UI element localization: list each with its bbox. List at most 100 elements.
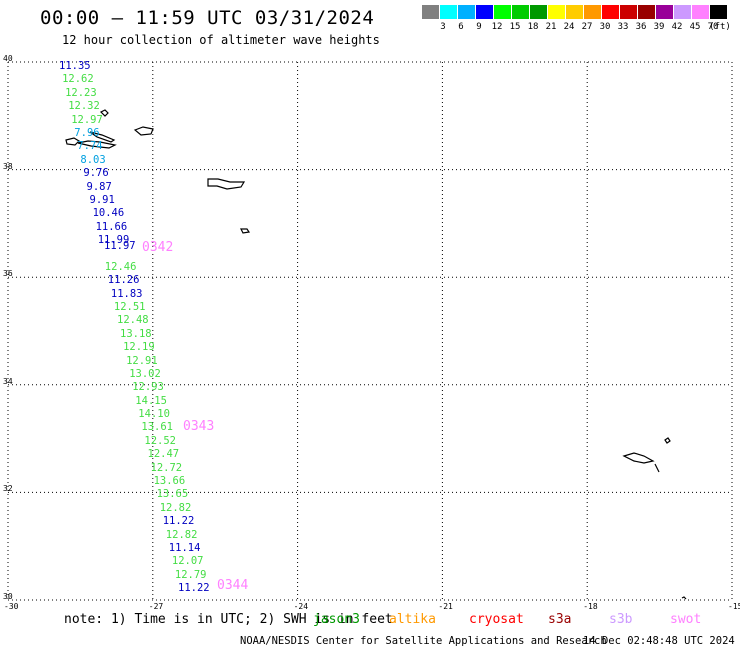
wave-height-label: 12.52 (144, 434, 176, 447)
wave-height-label: 11.99 (97, 234, 130, 246)
satellite-altika: altika (389, 612, 436, 627)
credit-text: NOAA/NESDIS Center for Satellite Applica… (240, 635, 607, 647)
wave-height-label: 7.74 (77, 140, 103, 153)
wave-height-label: 12.23 (65, 86, 97, 99)
legend-swatch (692, 5, 709, 19)
lon-tick-label: -15 (728, 602, 740, 611)
wave-height-label: 13.02 (129, 367, 161, 380)
wave-height-label: 8.03 (80, 153, 106, 166)
wave-height-label: 9.91 (89, 193, 115, 206)
wave-height-label: 12.97 (71, 113, 103, 126)
wave-height-label: 12.47 (147, 448, 180, 461)
legend-swatch (566, 5, 583, 19)
legend-label: 27 (581, 22, 593, 32)
wave-height-label: 12.51 (113, 300, 146, 313)
island-pico (77, 140, 117, 149)
wave-height-label: 13.65 (156, 488, 189, 501)
legend-swatch (440, 5, 457, 19)
lat-tick-label: 36 (3, 269, 13, 279)
wave-height-label: 10.46 (92, 207, 125, 220)
lon-tick-label: -27 (148, 602, 164, 611)
island-madeira (622, 452, 655, 464)
wave-height-label: 13.61 (141, 421, 173, 434)
lon-tick-label: -30 (4, 602, 19, 611)
legend-label: 15 (509, 22, 521, 32)
wave-height-label: 12.07 (171, 555, 204, 568)
legend-swatch (674, 5, 691, 19)
legend-swatch (656, 5, 673, 19)
wave-height-label: 14.15 (135, 394, 167, 407)
lon-tick-label: -18 (583, 602, 598, 611)
wave-height-label: 13.66 (153, 474, 186, 487)
wave-height-label: 12.19 (123, 341, 155, 354)
wave-height-label: 11.22 (178, 582, 210, 594)
island-flores (99, 109, 109, 117)
wave-height-label: 11.66 (95, 220, 128, 233)
legend-label: 70 (707, 22, 719, 32)
legend-swatch (584, 5, 601, 19)
wave-height-label: 12.93 (132, 381, 164, 394)
pass-time-label: 0342 (142, 240, 174, 255)
island-faial (65, 137, 80, 146)
legend-label: 33 (617, 22, 629, 32)
legend-swatch (476, 5, 493, 19)
island-santa-maria (240, 228, 251, 234)
legend-label: 45 (689, 22, 701, 32)
wave-height-label: 12.46 (104, 260, 137, 273)
wave-height-label: 12.79 (174, 568, 207, 581)
coast-fragment (654, 463, 660, 473)
footer-note: note: 1) Time is in UTC; 2) SWH is in fe… (64, 612, 393, 627)
legend-swatch (512, 5, 529, 19)
island-sao-jorge (89, 131, 116, 143)
wave-height-label: 11.22 (162, 515, 195, 528)
map-subtitle: 12 hour collection of altimeter wave hei… (62, 33, 380, 47)
island-selvagens (681, 596, 687, 600)
lat-tick-label: 34 (3, 376, 13, 386)
wave-height-label: 7.96 (74, 126, 100, 139)
island-sao-miguel (207, 178, 246, 190)
legend-swatch (458, 5, 475, 19)
legend-label: 30 (599, 22, 611, 32)
wave-height-label: 11.26 (107, 274, 140, 287)
map-title: 00:00 – 11:59 UTC 03/31/2024 (40, 7, 375, 29)
wave-height-label: 9.87 (86, 180, 112, 193)
legend-label: 24 (563, 22, 575, 32)
legend-label: 9 (476, 22, 482, 32)
legend-label: 39 (653, 22, 665, 32)
wave-height-label: 12.72 (150, 461, 183, 474)
legend-swatch (710, 5, 727, 19)
legend-swatch (494, 5, 511, 19)
legend-label: 36 (635, 22, 647, 32)
pass-time-label: 0343 (183, 419, 215, 434)
wave-height-label: 11.97 (104, 240, 136, 253)
wave-height-label: 11.35 (59, 60, 91, 72)
lat-lon-grid (7, 61, 733, 601)
wave-height-label: 12.62 (62, 73, 94, 86)
wave-height-label: 9.76 (83, 167, 109, 180)
wave-height-label: 11.83 (110, 287, 143, 300)
lat-tick-label: 30 (3, 592, 13, 601)
lat-tick-label: 40 (3, 54, 13, 63)
satellite-cryosat: cryosat (469, 612, 524, 627)
wave-height-label: 12.91 (126, 354, 158, 367)
legend-swatch (620, 5, 637, 19)
wave-height-label: 14.10 (138, 408, 170, 420)
legend-label: 42 (671, 22, 683, 32)
satellite-s3a: s3a (548, 612, 572, 627)
legend-swatch (530, 5, 547, 19)
lon-tick-label: -24 (293, 602, 309, 611)
wave-height-label: 12.48 (117, 314, 149, 327)
generated-timestamp: 14 Dec 02:48:48 UTC 2024 (583, 635, 735, 647)
wave-height-label: 12.32 (68, 100, 100, 113)
wave-height-label: 13.18 (120, 327, 152, 340)
legend-label: 6 (458, 22, 464, 32)
legend-label: 21 (545, 22, 557, 32)
legend-label: 3 (440, 22, 446, 32)
legend-swatch (602, 5, 619, 19)
wave-height-label: 12.82 (159, 501, 192, 514)
lon-tick-label: -21 (438, 602, 453, 611)
island-terceira (133, 126, 154, 136)
legend-unit: (ft) (709, 22, 731, 32)
legend-swatch (548, 5, 565, 19)
